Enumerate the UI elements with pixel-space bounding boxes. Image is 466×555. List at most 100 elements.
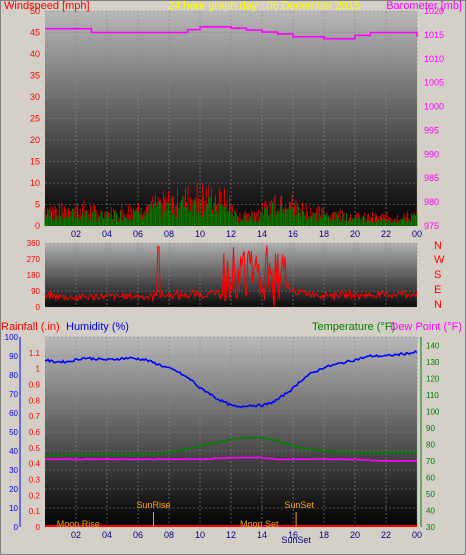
humidity-ytick-label: 40 (9, 447, 18, 456)
dewpoint-series (44, 456, 418, 463)
wind-direction-series (44, 245, 418, 308)
humidity-xtick-label: 16 (288, 530, 298, 540)
humidity-ytick-label: 50 (9, 428, 18, 437)
barometer-ytick-label: 980 (424, 197, 439, 207)
humidity-ytick-label: 70 (9, 390, 18, 399)
humidity-ytick-label: 90 (9, 352, 18, 361)
temperature-axis-label: Temperature (°F) (312, 321, 395, 333)
rainfall-axis-label: Rainfall (.in) (1, 321, 60, 333)
wind-xtick-label: 00 (412, 229, 422, 239)
rainfall-ytick-label: 0.1 (29, 507, 41, 516)
temperature-ytick-label: 80 (426, 440, 435, 449)
rainfall-ytick-label: 0.4 (29, 460, 41, 469)
wind-xtick-label: 12 (226, 229, 236, 239)
humidity-ytick-label: 0 (14, 523, 19, 532)
direction-ytick-label: 270 (27, 255, 41, 264)
wind-xtick-label: 20 (350, 229, 360, 239)
wind-xtick-label: 18 (319, 229, 329, 239)
barometer-ytick-label: 1010 (424, 54, 444, 64)
barometer-series (45, 25, 418, 40)
dewpoint-axis-label: Dew Point (°F) (390, 321, 462, 333)
temperature-ytick-label: 120 (426, 374, 440, 383)
humidity-ytick-label: 100 (5, 333, 19, 342)
humidity-xtick-label: 22 (381, 530, 391, 540)
compass-label-e: E (434, 284, 441, 296)
barometer-ytick-label: 975 (424, 221, 439, 231)
barometer-ytick-label: 1015 (424, 30, 444, 40)
humidity-xtick-label: 10 (195, 530, 205, 540)
rainfall-ytick-label: 0.6 (29, 428, 41, 437)
temperature-ytick-label: 30 (426, 523, 435, 532)
humidity-xtick-label: 12 (226, 530, 236, 540)
rainfall-ytick-label: 0.8 (29, 396, 41, 405)
humidity-series (44, 350, 418, 409)
temperature-ytick-label: 50 (426, 490, 435, 499)
humidity-xtick-label: 00 (412, 530, 422, 540)
rainfall-ytick-label: 0.9 (29, 381, 41, 390)
temperature-series (44, 436, 418, 458)
barometer-ytick-label: 1020 (424, 6, 444, 16)
humidity-axis-label: Humidity (%) (66, 321, 129, 333)
rainfall-ytick-label: 0.3 (29, 476, 41, 485)
humidity-xtick-label: 06 (133, 530, 143, 540)
barometer-ytick-label: 995 (424, 125, 439, 135)
direction-ytick-label: 360 (27, 239, 41, 248)
humidity-xtick-label: 20 (350, 530, 360, 540)
barometer-ytick-label: 1000 (424, 102, 444, 112)
humidity-xtick-label: 02 (71, 530, 81, 540)
chart-title: 24 hour graph day : 06 December 2015 (168, 0, 360, 12)
humidity-ytick-label: 30 (9, 466, 18, 475)
humidity-xtick-label: 18 (319, 530, 329, 540)
sunset-bottom-label: SunSet (281, 535, 311, 545)
humidity-ytick-label: 20 (9, 485, 18, 494)
wind-ytick-label: 15 (30, 157, 40, 167)
moonset-label: Moon Set (240, 519, 279, 529)
temperature-ytick-label: 130 (426, 358, 440, 367)
wind-ytick-label: 35 (30, 71, 40, 81)
humidity-ytick-label: 10 (9, 504, 18, 513)
compass-label-w: W (434, 254, 445, 266)
humidity-ytick-label: 60 (9, 409, 18, 418)
wind-xtick-label: 14 (257, 229, 267, 239)
barometer-ytick-label: 1005 (424, 78, 444, 88)
wind-xtick-label: 06 (133, 229, 143, 239)
barometer-ytick-label: 990 (424, 149, 439, 159)
wind-ytick-label: 0 (35, 221, 40, 231)
wind-ytick-label: 30 (30, 92, 40, 102)
compass-label-n-top: N (434, 240, 442, 252)
temperature-ytick-label: 60 (426, 473, 435, 482)
wind-ytick-label: 25 (30, 114, 40, 124)
humidity-ytick-label: 80 (9, 371, 18, 380)
temperature-ytick-label: 40 (426, 506, 435, 515)
barometer-axis-label: Barometer [mb] (386, 0, 462, 12)
humidity-xtick-label: 14 (257, 530, 267, 540)
wind-axis-label: Windspeed [mph] (4, 0, 90, 12)
rainfall-ytick-label: 0.2 (29, 491, 41, 500)
wind-ytick-label: 20 (30, 135, 40, 145)
compass-label-s: S (434, 269, 441, 281)
wind-average-series (44, 195, 418, 226)
direction-ytick-label: 180 (27, 271, 41, 280)
rainfall-ytick-label: 0 (36, 523, 41, 532)
wind-xtick-label: 16 (288, 229, 298, 239)
wind-xtick-label: 22 (381, 229, 391, 239)
rainfall-ytick-label: 1.1 (29, 349, 41, 358)
temperature-ytick-label: 90 (426, 424, 435, 433)
compass-label-n-bottom: N (434, 299, 442, 311)
rainfall-ytick-label: 0.5 (29, 444, 41, 453)
sunset-label: SunSet (284, 500, 314, 510)
temperature-ytick-label: 100 (426, 407, 440, 416)
wind-ytick-label: 40 (30, 49, 40, 59)
sunrise-label: SunRise (136, 500, 170, 510)
wind-ytick-label: 45 (30, 28, 40, 38)
direction-ytick-label: 0 (36, 303, 41, 312)
direction-ytick-label: 90 (31, 287, 40, 296)
temperature-ytick-label: 110 (426, 391, 439, 400)
temperature-ytick-label: 70 (426, 457, 435, 466)
wind-ytick-label: 5 (35, 200, 40, 210)
temperature-ytick-label: 140 (426, 341, 440, 350)
rainfall-ytick-label: 1 (36, 365, 41, 374)
wind-xtick-label: 04 (102, 229, 112, 239)
rainfall-ytick-label: 0.7 (29, 412, 41, 421)
